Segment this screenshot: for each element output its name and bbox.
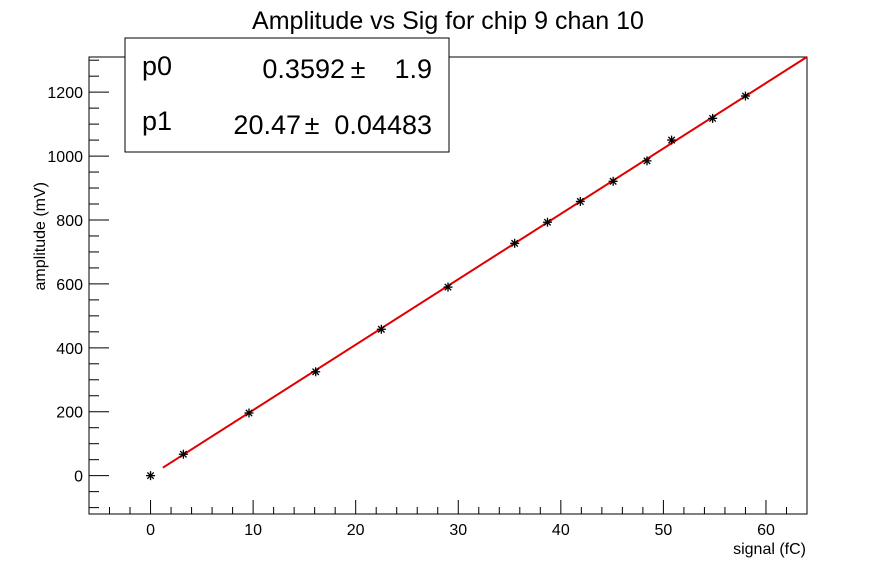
y-tick-label: 0 (74, 469, 83, 486)
stat-p0-plusminus: ± (351, 54, 366, 84)
marker-stroke (609, 177, 617, 185)
marker-stroke (741, 92, 750, 100)
y-axis: 0 200 400 600 800 1000 1200 (47, 59, 109, 509)
x-tick-label: 20 (347, 522, 365, 539)
points-layer (146, 91, 750, 481)
y-tick-label: 400 (56, 341, 83, 358)
x-tick-label: 60 (757, 522, 775, 539)
x-tick-label: 10 (244, 522, 262, 539)
data-point (542, 217, 552, 227)
data-point (740, 91, 750, 101)
data-point (443, 282, 453, 292)
data-point (244, 408, 254, 418)
marker-stroke (312, 368, 320, 376)
x-tick-label: 0 (146, 522, 155, 539)
x-axis: 0 10 20 30 40 50 60 (88, 500, 808, 539)
marker-stroke (511, 239, 519, 247)
stats-box: p0 0.3592 ± 1.9 p1 20.47 ± 0.04483 (124, 37, 450, 153)
marker-stroke (377, 325, 385, 333)
marker-stroke (444, 283, 452, 291)
stat-p0-name: p0 (142, 51, 172, 81)
fit-layer (162, 56, 808, 469)
data-point (376, 324, 386, 334)
x-tick-label: 40 (552, 522, 570, 539)
y-tick-label: 200 (56, 405, 83, 422)
marker-stroke (643, 157, 651, 165)
data-point (642, 156, 652, 166)
stat-p1-name: p1 (142, 106, 172, 136)
x-axis-label: signal (fC) (733, 541, 806, 558)
marker-stroke (576, 197, 584, 206)
data-point (311, 367, 321, 377)
marker-stroke (708, 114, 717, 123)
data-point (178, 449, 188, 459)
stat-p1-value: 20.47 (233, 110, 301, 140)
data-point (146, 471, 156, 481)
x-tick-label: 30 (449, 522, 467, 539)
data-point (608, 176, 618, 186)
marker-stroke (245, 409, 253, 417)
data-point (510, 238, 520, 248)
y-axis-label: amplitude (mV) (32, 182, 49, 290)
data-point (708, 113, 718, 123)
stats-box-frame (124, 37, 450, 153)
stat-p0-value: 0.3592 (262, 54, 345, 84)
marker-stroke (179, 450, 188, 458)
y-tick-label: 800 (56, 213, 83, 230)
chart-title: Amplitude vs Sig for chip 9 chan 10 (252, 7, 644, 35)
stat-p1-error: 0.04483 (334, 110, 432, 140)
x-tick-label: 50 (655, 522, 673, 539)
data-point (575, 196, 585, 206)
marker-stroke (146, 471, 155, 480)
marker-stroke (543, 218, 552, 226)
y-tick-label: 600 (56, 277, 83, 294)
marker-stroke (667, 136, 676, 144)
y-tick-label: 1000 (47, 149, 83, 166)
fit-line (162, 56, 808, 469)
stat-p0-error: 1.9 (394, 54, 432, 84)
stat-p1-plusminus: ± (305, 110, 320, 140)
y-tick-label: 1200 (47, 85, 83, 102)
data-point (667, 135, 677, 145)
